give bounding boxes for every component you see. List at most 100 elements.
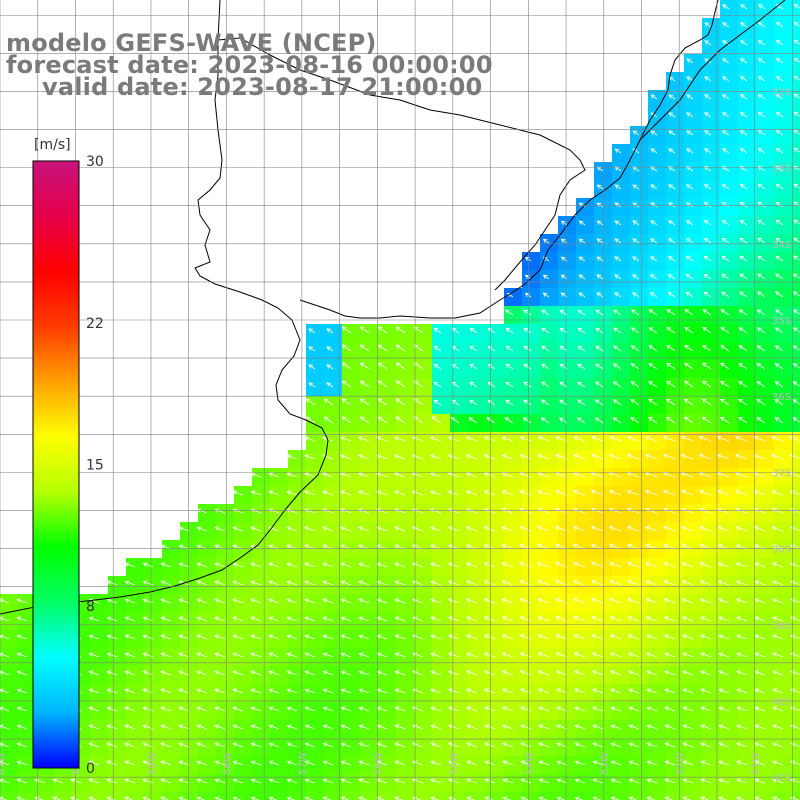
wind-arrow (359, 398, 370, 406)
wind-arrow (214, 598, 226, 604)
wind-arrow (358, 796, 368, 800)
wind-arrow (0, 634, 10, 640)
wind-arrow (214, 688, 226, 694)
wind-arrow (88, 670, 100, 676)
wind-arrow (430, 724, 442, 730)
wind-arrow (286, 760, 298, 766)
wind-arrow (484, 724, 496, 730)
wind-arrow (465, 562, 478, 568)
wind-arrow (160, 688, 172, 694)
wind-arrow (142, 778, 154, 784)
wind-arrow (196, 742, 208, 748)
wind-arrow (573, 598, 586, 604)
wind-speed-cell (414, 792, 432, 800)
wind-arrow (596, 274, 604, 280)
wind-arrow (664, 796, 674, 800)
wind-arrow (668, 94, 676, 100)
wind-arrow (395, 344, 406, 352)
wind-arrow (268, 706, 280, 712)
wind-arrow (537, 598, 550, 604)
wind-arrow (430, 580, 442, 586)
wind-arrow (736, 598, 748, 604)
wind-speed-cell (792, 36, 800, 54)
wind-arrow (596, 238, 604, 244)
wind-arrow (358, 508, 370, 514)
wind-arrow (469, 327, 478, 334)
wind-arrow (626, 489, 640, 496)
wind-arrow (574, 760, 586, 766)
wind-arrow (667, 292, 676, 298)
wind-arrow (613, 327, 622, 334)
wind-arrow (106, 598, 118, 604)
wind-arrow (394, 598, 406, 604)
wind-arrow (775, 22, 784, 28)
wind-arrow (720, 398, 730, 406)
wind-arrow (250, 706, 262, 712)
wind-arrow (304, 688, 316, 694)
wind-arrow (196, 778, 208, 784)
wind-speed-cell (792, 234, 800, 252)
wind-arrow (286, 598, 298, 604)
wind-arrow (268, 742, 280, 748)
wind-arrow (699, 580, 712, 586)
wind-arrow (450, 417, 460, 424)
wind-arrow (394, 616, 406, 622)
wind-arrow (538, 742, 550, 748)
wind-arrow (663, 598, 676, 604)
wind-arrow (483, 526, 496, 532)
wind-arrow (700, 796, 710, 800)
wind-arrow (376, 436, 388, 442)
wind-arrow (304, 436, 316, 442)
wind-arrow (594, 417, 604, 424)
wind-speed-cell (792, 666, 800, 684)
wind-arrow (394, 742, 406, 748)
wind-arrow (433, 399, 442, 406)
wind-arrow (433, 363, 442, 370)
wind-arrow (250, 688, 262, 694)
wind-arrow (429, 472, 442, 478)
wind-arrow (664, 652, 676, 658)
wind-arrow (483, 490, 496, 496)
wind-speed-cell (792, 108, 800, 126)
wind-speed-cell (792, 540, 800, 558)
wind-arrow (775, 183, 784, 190)
wind-arrow (160, 742, 172, 748)
wind-arrow (196, 508, 208, 514)
wind-arrow (16, 778, 28, 784)
colorbar-tick-label: 0 (86, 761, 95, 777)
wind-arrow (578, 256, 586, 262)
wind-arrow (704, 130, 712, 136)
wind-arrow (502, 760, 514, 766)
wind-arrow (646, 652, 658, 658)
wind-arrow (308, 382, 316, 388)
wind-arrow (250, 760, 262, 766)
wind-arrow (340, 742, 352, 748)
wind-arrow (196, 706, 208, 712)
wind-arrow (646, 670, 658, 676)
wind-arrow (717, 580, 730, 586)
wind-arrow (614, 220, 622, 226)
wind-arrow (716, 435, 730, 442)
wind-arrow (630, 363, 640, 370)
wind-arrow (700, 706, 712, 712)
wind-arrow (214, 670, 226, 676)
wind-arrow (501, 436, 514, 442)
wind-arrow (523, 399, 532, 406)
wind-arrow (340, 760, 352, 766)
wind-arrow (394, 724, 406, 730)
wind-arrow (448, 688, 460, 694)
wind-arrow (340, 778, 352, 784)
wind-arrow (646, 688, 658, 694)
wind-arrow (612, 399, 622, 406)
wind-arrow (16, 796, 26, 800)
lagoon-outline (639, 0, 786, 141)
wind-arrow (305, 398, 316, 406)
wind-arrow (649, 292, 658, 298)
wind-speed-cell (792, 720, 800, 738)
wind-arrow (735, 508, 748, 514)
wind-arrow (699, 562, 712, 568)
wind-speed-cell (792, 306, 800, 324)
wind-arrow (430, 616, 442, 622)
wind-arrow (465, 670, 478, 676)
wind-arrow (699, 598, 712, 604)
